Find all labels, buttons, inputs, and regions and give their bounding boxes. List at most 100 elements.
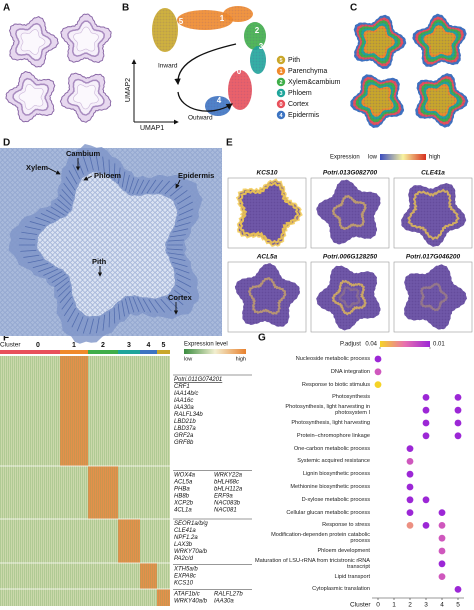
xylem-ray: [125, 174, 130, 191]
cluster-bar: [0, 350, 60, 354]
spatial-cells: [415, 73, 469, 128]
go-term: Lignin biosynthetic process: [302, 471, 370, 478]
go-term: Systemic acquired resistance: [297, 458, 370, 465]
enrichment-dot: [422, 432, 430, 440]
legend-swatch: [276, 110, 286, 120]
xylem-ray: [177, 195, 192, 205]
xylem-ray: [54, 276, 68, 287]
cluster-number: 4: [147, 342, 151, 349]
cluster-number: 1: [220, 14, 225, 23]
expression-hotspot: [238, 181, 300, 244]
xylem-ray: [58, 285, 71, 298]
annotation: Cambium: [66, 149, 101, 158]
spatial-cells: [412, 13, 467, 68]
xylem-ray: [24, 226, 41, 231]
go-term: Photosynthesis, light harvesting: [291, 420, 370, 426]
legend-number: 0: [279, 102, 282, 108]
xylem-ray: [40, 212, 56, 221]
gene-name: SEOR1a/b/g: [174, 521, 208, 527]
panel-letter: B: [122, 3, 129, 14]
legend-number: 1: [279, 69, 282, 75]
xylem-ray: [128, 297, 135, 313]
xylem-ray: [128, 177, 135, 193]
xylem-ray: [108, 311, 111, 328]
axis-title: UMAP2: [125, 78, 132, 102]
expression-spots: [234, 263, 300, 327]
legend-title: Expression: [330, 155, 360, 161]
annotation: Cortex: [168, 293, 193, 302]
enrichment-dot: [438, 522, 446, 529]
legend-swatch: [276, 55, 286, 65]
expression-spots: [404, 264, 467, 330]
gene-name: CLE41a: [174, 528, 196, 534]
cluster-number: 3: [127, 342, 131, 349]
enrichment-dot: [422, 394, 430, 401]
xylem-ray: [89, 318, 95, 335]
x-tick-label: 1: [392, 602, 396, 609]
heatmap-block-texture: [140, 563, 157, 589]
cluster-bar: [140, 350, 157, 354]
xylem-ray: [121, 171, 126, 188]
x-tick-label: 3: [424, 602, 428, 609]
xylem-ray: [102, 156, 105, 173]
xylem-ray: [132, 296, 140, 313]
heatmap-block-texture: [157, 589, 170, 606]
xylem-ray: [65, 176, 76, 191]
xylem-ray: [164, 182, 177, 195]
xylem-ray: [21, 231, 38, 235]
legend-gradient: [380, 341, 430, 347]
cluster-number: 2: [255, 26, 260, 35]
xylem-ray: [117, 303, 121, 320]
enrichment-dot: [374, 381, 382, 388]
xylem-ray: [68, 170, 78, 185]
gene-name: KCS10: [174, 581, 194, 587]
annotation: Phloem: [94, 171, 121, 180]
xylem-ray: [132, 179, 139, 195]
enrichment-dot: [422, 406, 430, 414]
cluster-number: 4: [217, 96, 222, 105]
annotation: Xylem: [26, 163, 48, 172]
xylem-ray: [51, 273, 66, 283]
go-term: Modification-dependen protein catabolic …: [271, 532, 370, 545]
cluster-bar: [157, 350, 170, 354]
panel-letter: A: [3, 3, 10, 14]
go-term: Nucleoside metabolic process: [295, 356, 370, 362]
go-term: Lipid transport: [334, 573, 370, 580]
gene-name: XTH5a/b: [173, 567, 198, 573]
inward-arrow: [174, 43, 237, 86]
umap-cells: [244, 22, 266, 50]
gene-name: LBD21b: [174, 419, 196, 425]
spatial-cells: [350, 74, 405, 128]
gene-name: IAA14b/c: [174, 391, 198, 397]
xylem-ray: [43, 268, 59, 276]
enrichment-dot: [406, 458, 414, 465]
xylem-ray: [113, 307, 116, 324]
gene-name: NAC083b: [214, 501, 241, 507]
xylem-ray: [82, 318, 89, 334]
xylem-ray: [154, 299, 165, 313]
gene-title: ACL5a: [256, 254, 278, 261]
spatial-cells: [353, 14, 407, 69]
xylem-ray: [29, 221, 46, 227]
stem-pith: [18, 84, 44, 110]
legend-tick-label: 0.01: [433, 342, 445, 348]
gene-name: ERF9a: [214, 494, 233, 500]
gene-title: Potri.017G046200: [406, 254, 461, 261]
expression-spots: [316, 179, 381, 245]
enrichment-dot: [406, 483, 414, 491]
legend-swatch: [276, 88, 286, 98]
go-term: Response to biotic stimulus: [301, 381, 370, 388]
panel-letter: C: [350, 3, 357, 14]
xylem-ray: [146, 179, 157, 194]
legend-swatch: [276, 77, 286, 87]
gene-name: NAC081: [214, 508, 237, 514]
expression-hotspot: [407, 188, 460, 241]
panel-letter: F: [3, 333, 9, 344]
cluster-number: 5: [162, 342, 166, 349]
xylem-ray: [63, 302, 74, 317]
gene-name: RALFL27b: [214, 592, 243, 598]
stem-pith: [73, 26, 99, 52]
legend-high: high: [236, 356, 246, 362]
xylem-ray: [121, 300, 125, 317]
panel-letter: G: [258, 333, 266, 344]
